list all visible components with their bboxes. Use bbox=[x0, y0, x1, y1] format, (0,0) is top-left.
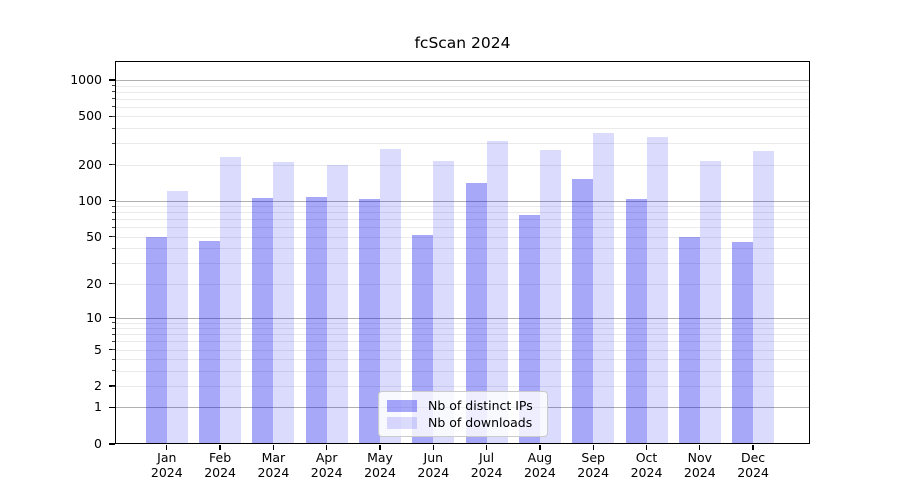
bar-downloads-jan bbox=[166, 190, 188, 444]
gridline-minor bbox=[115, 128, 810, 130]
x-tick-mark bbox=[592, 444, 594, 451]
x-tick-mark bbox=[166, 444, 168, 451]
gridline-minor bbox=[115, 116, 810, 118]
bar-distinct-ips-aug bbox=[518, 215, 540, 444]
y-tick-label: 20 bbox=[86, 275, 102, 291]
bar-downloads-jul bbox=[486, 141, 508, 444]
x-tick-label: Oct 2024 bbox=[630, 450, 663, 480]
bar-distinct-ips-jan bbox=[145, 236, 167, 444]
x-tick-mark bbox=[219, 444, 221, 451]
gridline-minor bbox=[115, 370, 810, 372]
y-tick-label: 5 bbox=[94, 341, 102, 357]
gridline-minor bbox=[115, 283, 810, 285]
bar-downloads-feb bbox=[220, 156, 242, 444]
bar-distinct-ips-may bbox=[359, 198, 380, 444]
x-tick-mark bbox=[645, 444, 648, 451]
legend-row-distinct-ips: Nb of distinct IPs bbox=[387, 398, 539, 414]
gridline-minor bbox=[115, 212, 810, 214]
gridline-minor bbox=[115, 359, 810, 361]
chart-title: fcScan 2024 bbox=[414, 34, 511, 52]
bar-downloads-sep bbox=[593, 133, 615, 444]
y-tick-label: 2 bbox=[94, 378, 102, 394]
bar-downloads-may bbox=[380, 148, 401, 444]
bar-downloads-dec bbox=[753, 151, 775, 444]
gridline-minor bbox=[115, 106, 810, 108]
legend-swatch-downloads bbox=[387, 416, 417, 429]
bar-downloads-nov bbox=[699, 160, 721, 444]
bar-downloads-aug bbox=[539, 150, 561, 444]
x-tick-mark bbox=[485, 444, 488, 451]
x-tick-label: Nov 2024 bbox=[683, 450, 716, 480]
bar-distinct-ips-apr bbox=[305, 196, 327, 444]
x-tick-mark bbox=[539, 444, 541, 451]
gridline-minor bbox=[115, 328, 810, 330]
x-tick-label: Feb 2024 bbox=[204, 450, 236, 480]
y-tick-label: 1 bbox=[94, 399, 102, 415]
gridline-minor bbox=[115, 206, 810, 208]
bar-distinct-ips-sep bbox=[572, 179, 594, 444]
legend-label-downloads: Nb of downloads bbox=[428, 414, 533, 430]
x-tick-mark bbox=[272, 444, 275, 451]
x-tick-label: Jun 2024 bbox=[417, 450, 450, 480]
bar-distinct-ips-nov bbox=[678, 236, 700, 444]
y-tick-label: 100 bbox=[78, 192, 102, 208]
y-tick-label: 0 bbox=[94, 436, 102, 451]
gridline-major bbox=[115, 317, 810, 319]
x-tick-label: Jul 2024 bbox=[470, 450, 503, 480]
legend: Nb of distinct IPs Nb of downloads bbox=[378, 391, 548, 437]
x-tick-label: Dec 2024 bbox=[737, 450, 769, 480]
gridline-minor bbox=[115, 98, 810, 100]
gridline-minor bbox=[115, 91, 810, 93]
y-tick-label: 200 bbox=[78, 156, 102, 172]
plot-area bbox=[115, 61, 810, 444]
bar-downloads-apr bbox=[326, 164, 348, 444]
gridline-minor bbox=[115, 85, 810, 87]
gridline-minor bbox=[115, 219, 810, 221]
x-tick-label: Sep 2024 bbox=[577, 450, 610, 480]
gridline-minor bbox=[115, 143, 810, 145]
bar-distinct-ips-feb bbox=[199, 241, 221, 444]
y-tick-label: 1000 bbox=[70, 72, 102, 87]
gridline-minor bbox=[115, 322, 810, 324]
legend-row-downloads: Nb of downloads bbox=[387, 415, 539, 431]
gridline-minor bbox=[115, 349, 810, 351]
gridline-minor bbox=[115, 386, 810, 388]
x-tick-mark bbox=[699, 444, 701, 451]
y-tick-label: 50 bbox=[86, 228, 102, 244]
gridline-minor bbox=[115, 341, 810, 343]
gridline-minor bbox=[115, 227, 810, 229]
gridline-minor bbox=[115, 164, 810, 166]
bar-downloads-mar bbox=[273, 162, 295, 444]
bar-distinct-ips-dec bbox=[732, 242, 754, 444]
y-tick-label: 10 bbox=[86, 309, 102, 325]
x-tick-label: May 2024 bbox=[364, 450, 396, 480]
bar-downloads-oct bbox=[646, 136, 668, 444]
bar-downloads-jun bbox=[433, 161, 455, 444]
gridline-minor bbox=[115, 334, 810, 336]
x-tick-mark bbox=[752, 444, 754, 451]
x-tick-label: Jan 2024 bbox=[150, 450, 183, 480]
gridline-minor bbox=[115, 263, 810, 265]
gridline-minor bbox=[115, 248, 810, 250]
bar-distinct-ips-oct bbox=[625, 199, 647, 444]
gridline-minor bbox=[115, 236, 810, 238]
legend-swatch-distinct-ips bbox=[387, 399, 417, 412]
gridline-major bbox=[115, 80, 810, 81]
x-tick-mark bbox=[326, 444, 328, 451]
legend-label-distinct-ips: Nb of distinct IPs bbox=[428, 397, 533, 413]
x-tick-label: Apr 2024 bbox=[310, 450, 343, 480]
gridline-major bbox=[115, 200, 810, 202]
x-tick-mark bbox=[379, 444, 381, 451]
y-tick-label: 500 bbox=[78, 108, 102, 124]
bar-distinct-ips-mar bbox=[252, 197, 274, 444]
x-tick-mark bbox=[432, 444, 434, 451]
bar-distinct-ips-jul bbox=[465, 183, 487, 444]
x-tick-label: Mar 2024 bbox=[257, 450, 290, 480]
x-tick-label: Aug 2024 bbox=[523, 450, 556, 480]
